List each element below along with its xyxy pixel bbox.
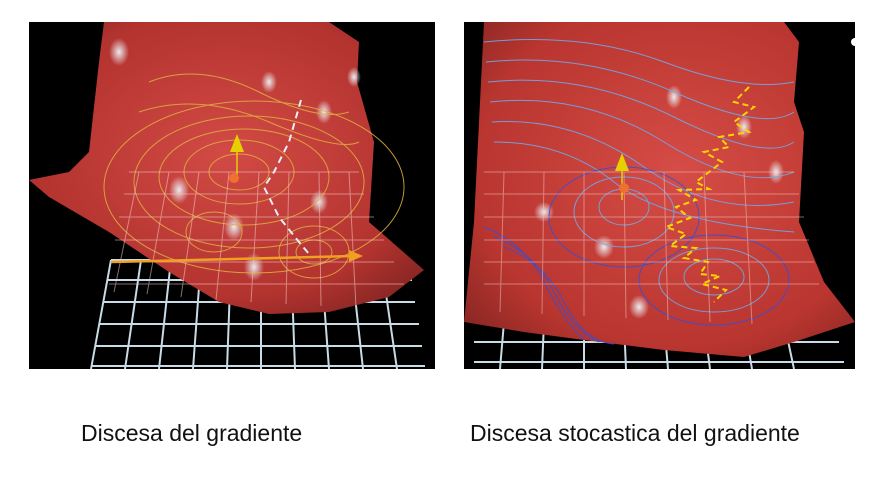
gradient-descent-surface-plot xyxy=(29,22,425,369)
ball-marker-icon xyxy=(229,173,239,183)
surface-grid xyxy=(109,171,404,309)
corner-dot xyxy=(851,38,855,46)
surface-grid xyxy=(484,171,819,325)
caption-stochastic-gradient-descent: Discesa stocastica del gradiente xyxy=(470,420,800,446)
gradient-descent-figure xyxy=(29,22,435,369)
loss-surface xyxy=(29,22,424,314)
contour-lines xyxy=(103,73,405,279)
stochastic-gradient-descent-figure xyxy=(464,22,855,369)
gradient-descent-path xyxy=(262,99,310,255)
stochastic-descent-path xyxy=(663,86,757,303)
caption-gradient-descent: Discesa del gradiente xyxy=(81,420,303,446)
loss-surface xyxy=(464,22,855,357)
stochastic-gradient-descent-surface-plot xyxy=(464,22,855,369)
ball-marker-icon xyxy=(619,183,629,193)
arrow-icon xyxy=(110,250,363,264)
surface-highlights xyxy=(109,38,361,281)
